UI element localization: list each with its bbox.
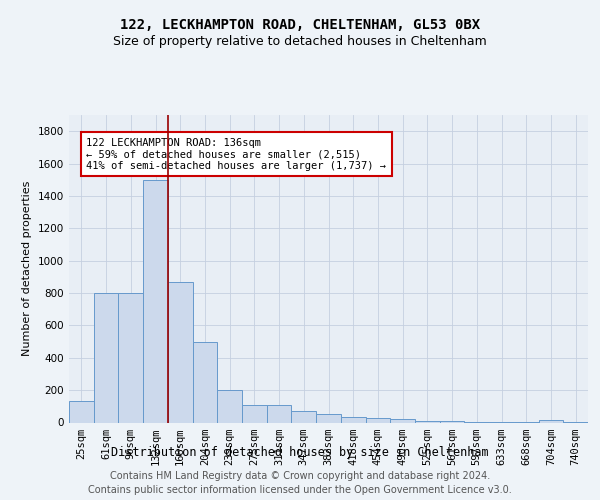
Bar <box>539 420 563 422</box>
Text: Distribution of detached houses by size in Cheltenham: Distribution of detached houses by size … <box>111 446 489 459</box>
Bar <box>168 282 193 422</box>
Bar <box>69 402 94 422</box>
Bar <box>316 414 341 422</box>
Bar <box>143 180 168 422</box>
Bar <box>94 293 118 422</box>
Bar <box>193 342 217 422</box>
Bar <box>217 390 242 422</box>
Text: 122, LECKHAMPTON ROAD, CHELTENHAM, GL53 0BX: 122, LECKHAMPTON ROAD, CHELTENHAM, GL53 … <box>120 18 480 32</box>
Text: Contains public sector information licensed under the Open Government Licence v3: Contains public sector information licen… <box>88 485 512 495</box>
Text: Size of property relative to detached houses in Cheltenham: Size of property relative to detached ho… <box>113 34 487 48</box>
Bar <box>267 404 292 422</box>
Bar <box>242 404 267 422</box>
Bar <box>365 418 390 422</box>
Bar <box>341 417 365 422</box>
Y-axis label: Number of detached properties: Number of detached properties <box>22 181 32 356</box>
Bar <box>292 411 316 422</box>
Bar <box>440 421 464 422</box>
Bar <box>118 293 143 422</box>
Text: Contains HM Land Registry data © Crown copyright and database right 2024.: Contains HM Land Registry data © Crown c… <box>110 471 490 481</box>
Bar <box>415 421 440 422</box>
Bar <box>390 420 415 422</box>
Text: 122 LECKHAMPTON ROAD: 136sqm
← 59% of detached houses are smaller (2,515)
41% of: 122 LECKHAMPTON ROAD: 136sqm ← 59% of de… <box>86 138 386 171</box>
